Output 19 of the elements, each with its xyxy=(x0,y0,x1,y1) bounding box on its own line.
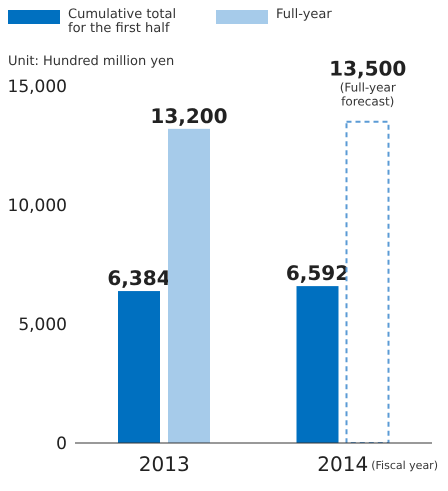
bar xyxy=(346,120,390,443)
annotation: (Full-year forecast) xyxy=(340,80,396,109)
y-tick-label: 0 xyxy=(56,434,67,454)
y-tick-label: 10,000 xyxy=(8,196,67,216)
data-label: 6,592 xyxy=(286,261,350,286)
x-axis-title: (Fiscal year) xyxy=(371,459,438,472)
x-tick-label: 2014 xyxy=(317,452,368,476)
bar xyxy=(118,291,160,443)
data-label: 13,500 xyxy=(329,56,406,81)
data-label: 13,200 xyxy=(150,104,228,128)
bar xyxy=(168,128,210,443)
legend-label: Full-year xyxy=(276,7,332,22)
y-axis-title: Unit: Hundred million yen xyxy=(8,54,174,69)
y-tick-label: 15,000 xyxy=(8,77,67,98)
bar xyxy=(296,286,338,443)
x-tick-label: 2013 xyxy=(138,452,190,476)
data-label: 6,384 xyxy=(107,266,171,290)
y-tick-label: 5,000 xyxy=(18,315,67,336)
legend-label: Cumulative total for the first half xyxy=(68,7,178,36)
